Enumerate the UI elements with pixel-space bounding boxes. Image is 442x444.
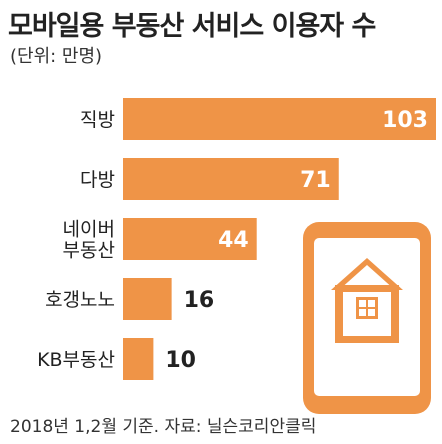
chart-title: 모바일용 부동산 서비스 이용자 수: [8, 11, 376, 42]
bar-4: [123, 338, 154, 380]
value-label-0: 103: [382, 108, 428, 133]
category-label-3: 호갱노노: [45, 289, 115, 311]
category-label-4: KB부동산: [37, 349, 115, 371]
unit-label: (단위: 만명): [10, 46, 103, 67]
house-icon: [331, 258, 403, 343]
category-label-1: 다방: [80, 169, 115, 191]
bar-0: [123, 98, 436, 140]
value-label-4: 10: [165, 348, 196, 373]
value-label-2: 44: [218, 228, 249, 253]
value-label-3: 16: [184, 288, 215, 313]
category-label-2: 네이버 부동산: [63, 219, 115, 262]
source-note: 2018년 1,2월 기준. 자료: 닐슨코리안클릭: [10, 417, 317, 437]
bar-1: [123, 158, 339, 200]
category-label-0: 직방: [80, 109, 115, 131]
bar-3: [123, 278, 172, 320]
value-label-1: 71: [300, 168, 331, 193]
bar-2: [123, 218, 257, 260]
